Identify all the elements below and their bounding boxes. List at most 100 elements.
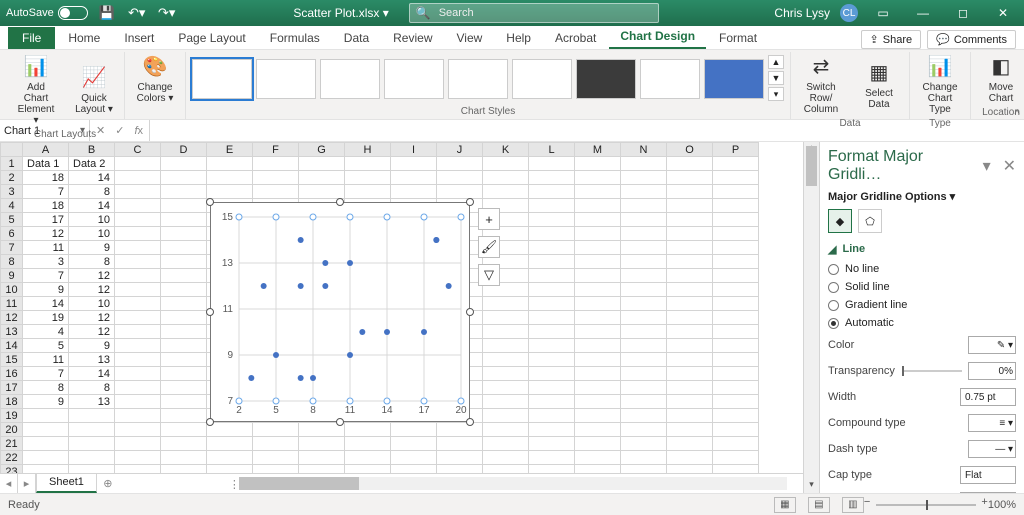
- cell[interactable]: [713, 227, 759, 241]
- cell[interactable]: 12: [69, 283, 115, 297]
- cell[interactable]: [345, 157, 391, 171]
- comments-button[interactable]: 💬 Comments: [927, 30, 1016, 49]
- cell[interactable]: [713, 423, 759, 437]
- tab-chart-design[interactable]: Chart Design: [609, 25, 706, 49]
- tab-acrobat[interactable]: Acrobat: [544, 27, 607, 49]
- cell[interactable]: [529, 199, 575, 213]
- prop-width[interactable]: Width 0.75 pt: [820, 384, 1024, 410]
- cell[interactable]: [713, 157, 759, 171]
- scroll-down-icon[interactable]: ▾: [804, 479, 819, 493]
- cell[interactable]: [391, 171, 437, 185]
- chart-elements-button[interactable]: +: [478, 208, 500, 230]
- cell[interactable]: [23, 465, 69, 474]
- cell[interactable]: [345, 171, 391, 185]
- style-thumb[interactable]: [384, 59, 444, 99]
- cell[interactable]: [621, 199, 667, 213]
- cell[interactable]: [161, 409, 207, 423]
- cell[interactable]: [391, 437, 437, 451]
- cell[interactable]: [713, 311, 759, 325]
- cell[interactable]: [115, 283, 161, 297]
- fx-icon[interactable]: fx: [134, 125, 143, 137]
- cell[interactable]: [391, 451, 437, 465]
- cell[interactable]: [621, 451, 667, 465]
- zoom-level[interactable]: 100%: [988, 499, 1016, 511]
- tab-nav-next[interactable]: ▸: [18, 474, 36, 493]
- cell[interactable]: [667, 437, 713, 451]
- cell[interactable]: [667, 339, 713, 353]
- cell[interactable]: [713, 367, 759, 381]
- cell[interactable]: [115, 297, 161, 311]
- cell[interactable]: [69, 409, 115, 423]
- resize-handle[interactable]: [336, 418, 344, 426]
- cell[interactable]: [713, 297, 759, 311]
- cell[interactable]: [437, 157, 483, 171]
- cell[interactable]: [713, 269, 759, 283]
- cell[interactable]: [667, 269, 713, 283]
- cell[interactable]: [161, 353, 207, 367]
- cell[interactable]: 9: [69, 241, 115, 255]
- cell[interactable]: [69, 437, 115, 451]
- cell[interactable]: [529, 157, 575, 171]
- row-header[interactable]: 3: [1, 185, 23, 199]
- cell[interactable]: [483, 367, 529, 381]
- cell[interactable]: 7: [23, 185, 69, 199]
- row-header[interactable]: 4: [1, 199, 23, 213]
- cell[interactable]: 11: [23, 241, 69, 255]
- cell[interactable]: Data 2: [69, 157, 115, 171]
- row-header[interactable]: 11: [1, 297, 23, 311]
- cell[interactable]: 7: [23, 269, 69, 283]
- chart-styles-button[interactable]: 🖌: [478, 236, 500, 258]
- col-header[interactable]: O: [667, 143, 713, 157]
- col-header[interactable]: N: [621, 143, 667, 157]
- undo-icon[interactable]: ↶▾: [126, 2, 148, 24]
- cell[interactable]: [529, 227, 575, 241]
- cell[interactable]: [667, 381, 713, 395]
- new-sheet-button[interactable]: ⊕: [97, 474, 119, 493]
- cell[interactable]: [483, 157, 529, 171]
- cell[interactable]: 14: [69, 199, 115, 213]
- style-thumb[interactable]: [576, 59, 636, 99]
- tab-page-layout[interactable]: Page Layout: [167, 27, 256, 49]
- cell[interactable]: [529, 395, 575, 409]
- cell[interactable]: [483, 423, 529, 437]
- cell[interactable]: [207, 157, 253, 171]
- cell[interactable]: [483, 381, 529, 395]
- close-icon[interactable]: ✕: [988, 3, 1018, 23]
- cell[interactable]: [115, 353, 161, 367]
- row-header[interactable]: 18: [1, 395, 23, 409]
- cell[interactable]: [667, 325, 713, 339]
- cell[interactable]: [621, 241, 667, 255]
- cell[interactable]: [529, 171, 575, 185]
- cell[interactable]: [483, 185, 529, 199]
- cell[interactable]: [161, 395, 207, 409]
- cell[interactable]: [23, 409, 69, 423]
- cell[interactable]: [621, 409, 667, 423]
- cell[interactable]: [115, 199, 161, 213]
- cell[interactable]: [483, 297, 529, 311]
- cell[interactable]: 12: [23, 227, 69, 241]
- cell[interactable]: [713, 339, 759, 353]
- change-chart-type-button[interactable]: 📊 Change Chart Type: [916, 52, 964, 117]
- radio-automatic[interactable]: Automatic: [820, 314, 1024, 332]
- cell[interactable]: [529, 311, 575, 325]
- tab-formulas[interactable]: Formulas: [259, 27, 331, 49]
- style-thumb[interactable]: [512, 59, 572, 99]
- cell[interactable]: 12: [69, 269, 115, 283]
- cell[interactable]: [161, 199, 207, 213]
- cell[interactable]: [161, 157, 207, 171]
- cell[interactable]: 10: [69, 213, 115, 227]
- tab-view[interactable]: View: [446, 27, 494, 49]
- radio-gradient-line[interactable]: Gradient line: [820, 296, 1024, 314]
- cell[interactable]: [161, 171, 207, 185]
- cell[interactable]: [207, 465, 253, 474]
- cell[interactable]: [23, 437, 69, 451]
- cell[interactable]: [207, 423, 253, 437]
- style-thumb[interactable]: [192, 59, 252, 99]
- cell[interactable]: [161, 185, 207, 199]
- cell[interactable]: [621, 437, 667, 451]
- add-chart-element-button[interactable]: 📊 Add Chart Element ▾: [12, 52, 60, 128]
- cell[interactable]: [529, 465, 575, 474]
- cell[interactable]: [621, 297, 667, 311]
- cell[interactable]: [207, 437, 253, 451]
- cell[interactable]: Data 1: [23, 157, 69, 171]
